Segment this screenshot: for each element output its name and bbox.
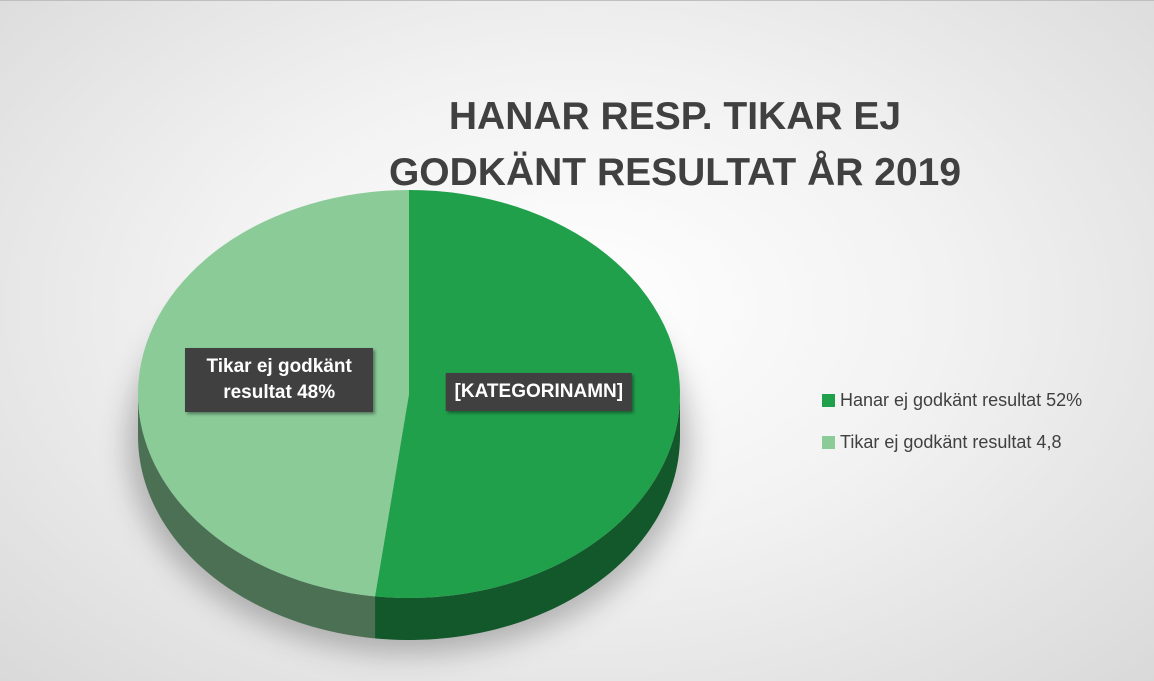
data-label: Tikar ej godkänt resultat 48%	[185, 347, 374, 412]
legend-item: Hanar ej godkänt resultat 52%	[822, 390, 1082, 411]
data-label: [KATEGORINAMN]	[445, 373, 633, 412]
legend-label: Hanar ej godkänt resultat 52%	[840, 390, 1083, 410]
legend-swatch	[822, 436, 835, 449]
pie-side	[375, 394, 680, 640]
chart-title: HANAR RESP. TIKAR EJ GODKÄNT RESULTAT ÅR…	[388, 95, 962, 194]
legend-label: Tikar ej godkänt resultat 4,8	[840, 432, 1062, 452]
pie-side	[138, 394, 376, 639]
legend-item: Tikar ej godkänt resultat 4,8	[822, 432, 1061, 453]
legend-swatch	[822, 394, 835, 407]
